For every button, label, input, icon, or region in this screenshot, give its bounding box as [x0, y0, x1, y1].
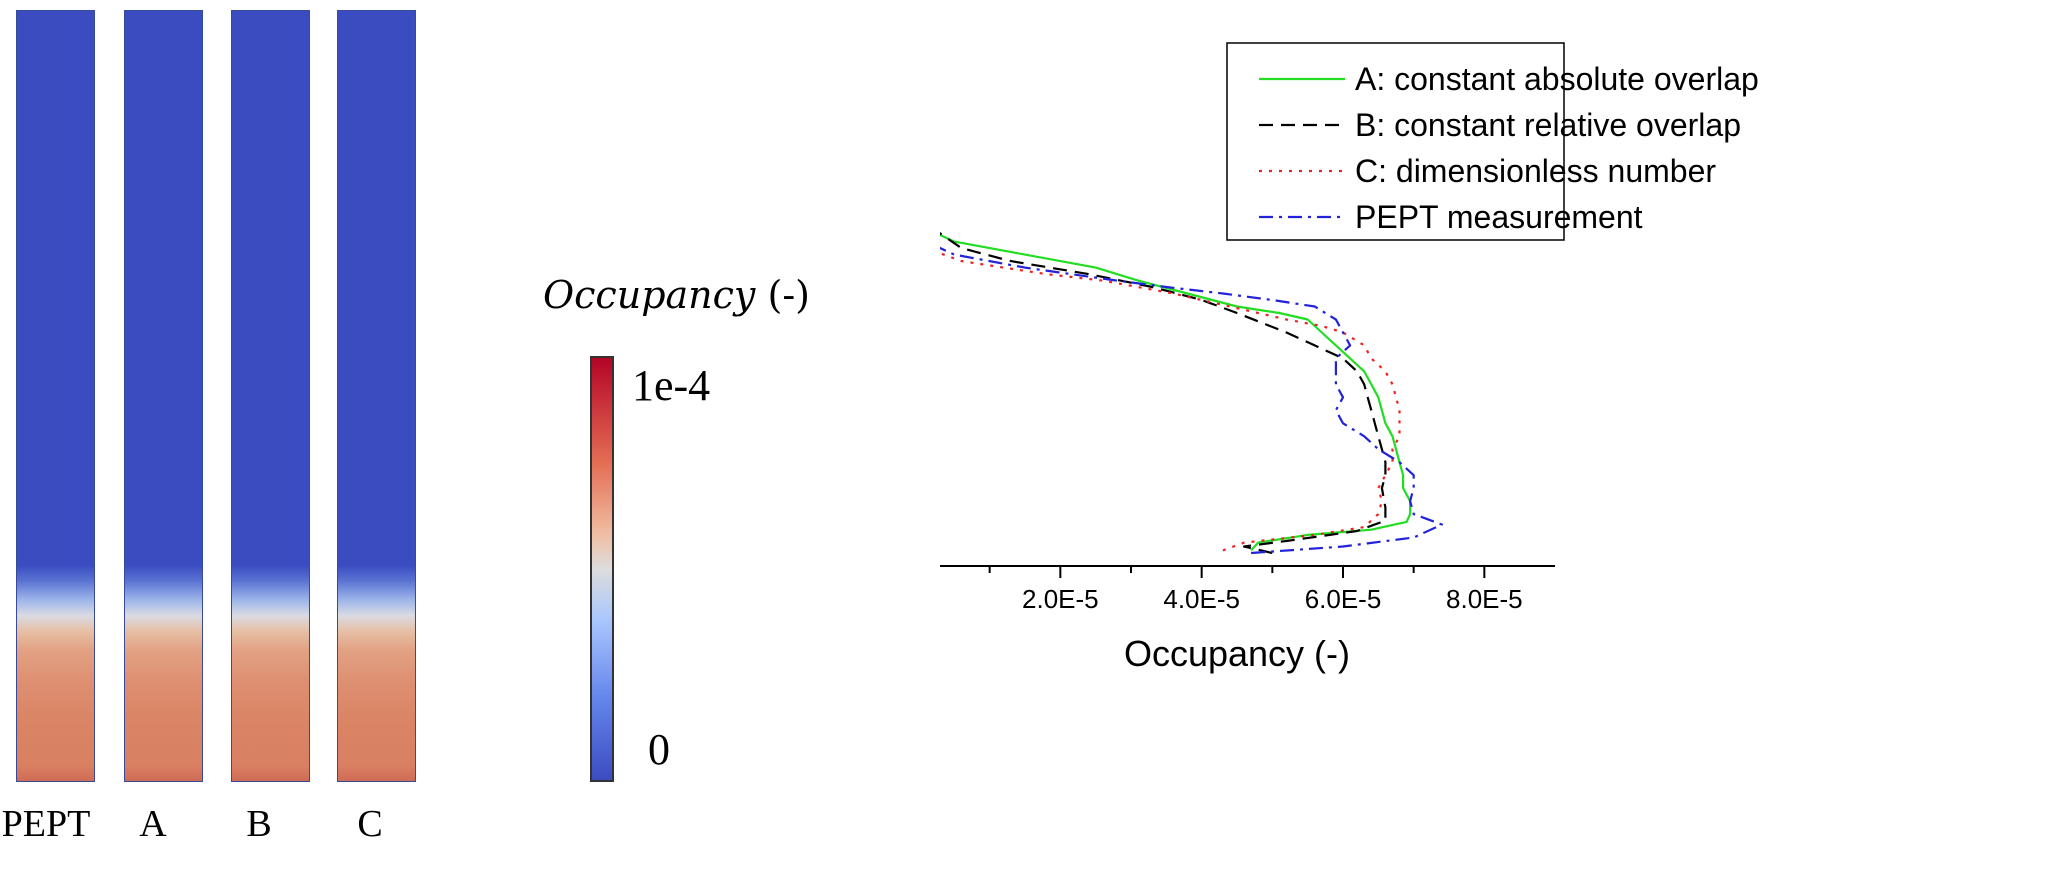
x-tick-label: 2.0E-5 — [1022, 584, 1099, 614]
chart-series — [940, 232, 1443, 555]
x-axis-title: Occupancy (-) — [1124, 633, 1350, 674]
legend-label-1: A: constant absolute overlap — [1355, 61, 1759, 97]
x-tick-label: 8.0E-5 — [1446, 584, 1523, 614]
heatmap-column-a — [124, 10, 203, 782]
colorbar-title-unit: (-) — [767, 273, 811, 317]
heatmap-column-b — [231, 10, 310, 782]
series-line-2 — [940, 232, 1387, 555]
column-label-c: C — [357, 803, 383, 845]
legend-label-3: C: dimensionless number — [1355, 153, 1716, 189]
colorbar — [590, 356, 614, 782]
column-label-pept: PEPT — [1, 803, 91, 845]
heatmap-column-pept — [16, 10, 95, 782]
colorbar-max-label: 1e-4 — [632, 361, 711, 410]
x-tick-label: 4.0E-5 — [1163, 584, 1240, 614]
chart-axes: 0.02.0E-54.0E-56.0E-58.0E-50.00.20.4Occu… — [940, 565, 1555, 674]
legend-label-4: PEPT measurement — [1355, 199, 1643, 235]
colorbar-min-label: 0 — [648, 725, 670, 774]
legend-label-2: B: constant relative overlap — [1355, 107, 1741, 143]
colorbar-title-quantity: Occupancy — [543, 273, 756, 317]
series-line-4 — [940, 246, 1443, 555]
x-tick-label: 6.0E-5 — [1305, 584, 1382, 614]
legend-box — [1226, 42, 1565, 241]
chart-legend: A: constant absolute overlap B: constant … — [1226, 42, 1759, 241]
series-line-1 — [940, 233, 1412, 552]
colorbar-title: Occupancy (-) — [543, 273, 810, 317]
column-label-a: A — [139, 803, 167, 845]
occupancy-profile-chart: 0.02.0E-54.0E-56.0E-58.0E-50.00.20.4Occu… — [940, 42, 1759, 674]
heatmap-column-c — [337, 10, 416, 782]
heatmap-panel: PEPT A B C Occupancy (-) 1e-4 0 — [0, 0, 900, 886]
series-line-3 — [940, 252, 1401, 552]
column-label-b: B — [246, 803, 272, 845]
